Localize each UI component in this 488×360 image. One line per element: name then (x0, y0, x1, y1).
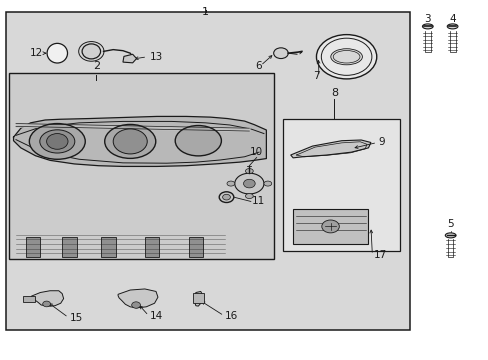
Polygon shape (122, 54, 136, 63)
Ellipse shape (82, 44, 101, 59)
FancyArrowPatch shape (299, 52, 301, 54)
Bar (26, 237, 40, 257)
Polygon shape (118, 289, 158, 308)
Ellipse shape (273, 48, 287, 59)
Bar (9, 73, 273, 258)
Text: 8: 8 (330, 88, 337, 98)
Text: 4: 4 (448, 14, 455, 23)
Text: 11: 11 (251, 197, 264, 206)
Text: 14: 14 (149, 311, 163, 321)
Bar (6, 12, 409, 330)
Text: 3: 3 (424, 14, 430, 23)
Bar (292, 208, 368, 244)
Bar (188, 237, 203, 257)
Circle shape (42, 301, 50, 307)
Bar (101, 237, 116, 257)
Bar (62, 237, 77, 257)
Circle shape (46, 134, 68, 149)
Ellipse shape (226, 181, 234, 186)
Ellipse shape (47, 43, 67, 63)
Text: 6: 6 (254, 61, 261, 71)
Text: 2: 2 (92, 61, 100, 71)
Text: 1: 1 (202, 7, 209, 17)
Ellipse shape (40, 130, 75, 153)
Bar (144, 237, 159, 257)
Ellipse shape (422, 24, 432, 29)
Text: 5: 5 (447, 219, 453, 229)
Ellipse shape (175, 126, 221, 156)
Text: 12: 12 (29, 48, 42, 58)
Bar (23, 296, 35, 302)
Circle shape (321, 220, 339, 233)
Polygon shape (194, 292, 203, 306)
Ellipse shape (29, 123, 85, 159)
Text: 10: 10 (249, 147, 263, 157)
Polygon shape (14, 116, 266, 166)
Polygon shape (31, 291, 63, 306)
Bar (283, 119, 399, 251)
Text: 7: 7 (313, 71, 319, 81)
Ellipse shape (234, 173, 264, 194)
Ellipse shape (104, 125, 156, 158)
Circle shape (316, 35, 376, 79)
Ellipse shape (330, 49, 362, 65)
Ellipse shape (447, 24, 457, 29)
Text: 15: 15 (69, 312, 82, 323)
Text: 13: 13 (149, 52, 163, 62)
Text: 9: 9 (377, 138, 384, 148)
Circle shape (219, 192, 233, 203)
Circle shape (131, 302, 140, 308)
Text: 16: 16 (224, 311, 238, 321)
Circle shape (113, 129, 147, 154)
Ellipse shape (245, 168, 253, 174)
Ellipse shape (245, 194, 253, 199)
Ellipse shape (264, 181, 271, 186)
Circle shape (222, 194, 230, 200)
Circle shape (243, 179, 255, 188)
Ellipse shape (445, 233, 455, 238)
Bar (193, 293, 203, 303)
Text: 17: 17 (372, 250, 386, 260)
Polygon shape (290, 140, 370, 158)
